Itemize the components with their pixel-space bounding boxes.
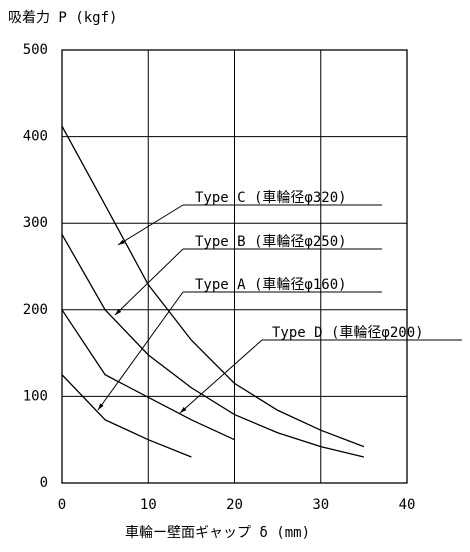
leader-arrow bbox=[98, 403, 104, 410]
x-tick-label: 30 bbox=[312, 497, 329, 513]
series-label: Type D (車輪径φ200) bbox=[272, 324, 424, 341]
series-label: Type C (車輪径φ320) bbox=[195, 189, 347, 206]
data-line bbox=[61, 234, 365, 458]
data-line bbox=[61, 125, 365, 448]
x-axis-title: 車輪ー壁面ギャップ δ (mm) bbox=[125, 524, 310, 541]
y-tick-label: 200 bbox=[23, 302, 48, 318]
series-label: Type B (車輪径φ250) bbox=[195, 233, 347, 250]
y-tick-label: 300 bbox=[23, 215, 48, 231]
leader-line bbox=[97, 291, 184, 411]
series-label: Type A (車輪径φ160) bbox=[195, 276, 347, 293]
leader-line bbox=[114, 248, 184, 316]
leader-line bbox=[117, 204, 184, 246]
data-line bbox=[61, 374, 192, 458]
y-tick-label: 100 bbox=[23, 388, 48, 404]
x-tick-label: 40 bbox=[399, 497, 416, 513]
leader-arrow bbox=[115, 308, 122, 315]
leader-arrow bbox=[118, 239, 125, 245]
leader-arrow bbox=[180, 407, 187, 413]
x-tick-label: 0 bbox=[58, 497, 66, 513]
y-tick-label: 500 bbox=[23, 42, 48, 58]
y-tick-label: 400 bbox=[23, 129, 48, 145]
x-tick-label: 10 bbox=[140, 497, 157, 513]
data-line bbox=[61, 309, 235, 441]
leader-line bbox=[179, 339, 263, 414]
x-tick-label: 20 bbox=[226, 497, 243, 513]
y-tick-label: 0 bbox=[40, 475, 48, 491]
y-axis-title: 吸着力 P (kgf) bbox=[8, 10, 117, 26]
